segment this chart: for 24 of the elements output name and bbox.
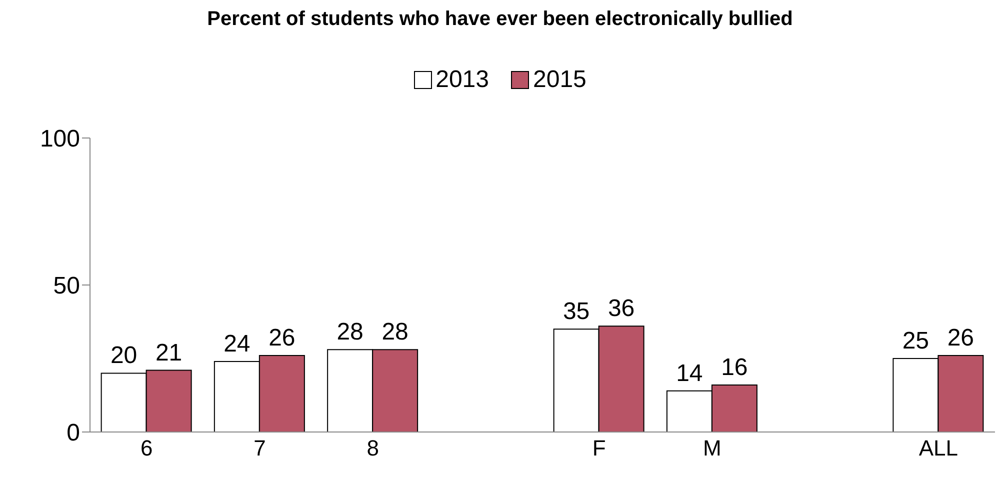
legend-label: 2013 (436, 66, 489, 94)
x-tick-label: 8 (366, 436, 379, 461)
data-label: 21 (155, 339, 182, 366)
legend-label: 2015 (533, 66, 586, 94)
data-label: 35 (562, 298, 590, 326)
data-label: 26 (947, 324, 974, 352)
data-label: 24 (224, 330, 250, 358)
data-label: 25 (902, 328, 930, 354)
data-label: 28 (382, 318, 408, 346)
x-tick-label: F (592, 436, 606, 461)
x-tick-label: ALL (918, 436, 958, 461)
x-tick-label: 6 (140, 436, 153, 461)
data-label: 16 (721, 354, 748, 381)
data-label: 14 (676, 360, 703, 387)
x-tick-label: M (703, 436, 722, 461)
y-tick-label: 0 (66, 420, 80, 447)
data-label: 36 (608, 295, 635, 322)
y-tick-label: 50 (53, 272, 80, 300)
data-label: 28 (336, 318, 364, 346)
chart-title: Percent of students who have ever been electronically bullied (206, 8, 794, 31)
y-tick-label: 100 (40, 126, 80, 153)
x-tick-label: 7 (254, 436, 266, 461)
data-label: 26 (268, 324, 296, 352)
data-label: 20 (110, 342, 138, 370)
